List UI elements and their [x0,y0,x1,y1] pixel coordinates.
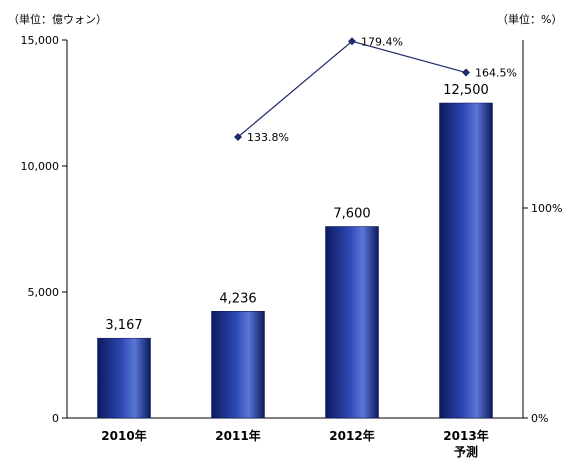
bar [211,311,265,419]
growth-rate-marker [234,133,242,142]
bar [325,226,379,419]
growth-rate-marker [348,37,356,46]
x-tick-label: 2011年 [215,428,260,443]
left-axis-unit-label: （単位：億ウォン） [8,13,107,26]
left-tick-label: 10,000 [21,160,60,173]
growth-rate-marker [462,68,470,77]
x-tick-label: 2010年 [101,428,146,443]
right-tick-label: 0% [531,412,548,425]
x-tick-label: 2012年 [329,428,374,443]
x-tick-label-sub: 予測 [454,444,478,459]
left-tick-label: 5,000 [28,286,60,299]
right-axis-unit-label: （単位：%） [497,13,563,26]
bar-value-label: 7,600 [333,206,370,221]
right-tick-label: 100% [531,202,562,215]
bar-value-label: 3,167 [105,318,142,333]
left-tick-label: 15,000 [21,34,60,47]
left-tick-label: 0 [52,412,59,425]
growth-rate-label: 164.5% [475,67,517,80]
bar [439,102,493,419]
bar-value-label: 4,236 [219,291,256,306]
growth-rate-label: 133.8% [247,131,289,144]
growth-rate-line [237,40,467,138]
bar-value-label: 12,500 [443,83,489,98]
x-tick-label: 2013年 [443,428,488,443]
bar [97,337,151,419]
growth-rate-label: 179.4% [361,35,403,48]
